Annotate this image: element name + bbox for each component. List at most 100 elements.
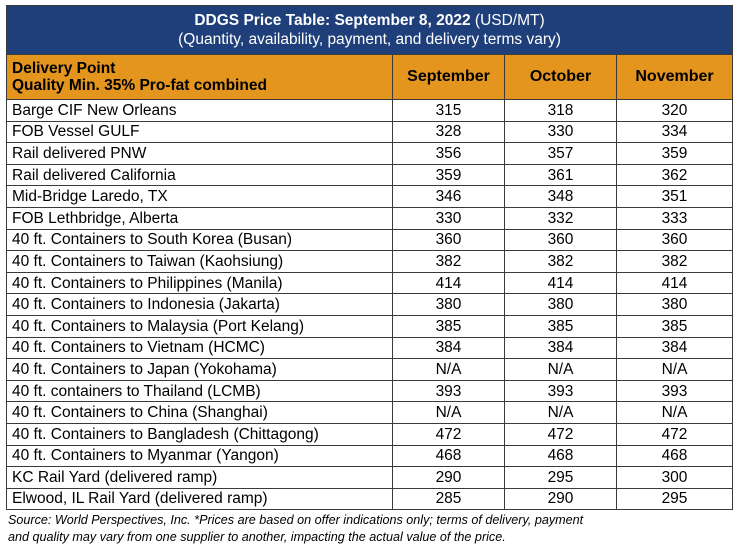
source-note: Source: World Perspectives, Inc. *Prices… [6, 512, 732, 546]
table-row: 40 ft. Containers to Malaysia (Port Kela… [6, 314, 734, 338]
september-price-cell: 330 [392, 206, 505, 230]
september-price-cell: 346 [392, 185, 505, 208]
november-price-cell: 382 [615, 250, 734, 273]
october-price-cell: 295 [504, 466, 617, 489]
title-main: DDGS Price Table: September 8, 2022 [194, 12, 471, 29]
september-price-cell: N/A [392, 358, 505, 381]
delivery-point-cell: 40 ft. Containers to Malaysia (Port Kela… [6, 314, 393, 338]
delivery-point-cell: 40 ft. Containers to China (Shanghai) [6, 401, 393, 424]
october-price-cell: 384 [504, 336, 617, 360]
november-price-cell: N/A [615, 401, 734, 424]
title-unit: (USD/MT) [470, 12, 545, 29]
delivery-point-cell: FOB Lethbridge, Alberta [6, 206, 393, 230]
table-body: Barge CIF New Orleans 315 318 320 FOB Vessel… [6, 99, 734, 511]
september-price-cell: 328 [392, 120, 505, 144]
october-price-cell: N/A [504, 358, 617, 381]
november-price-cell: 359 [615, 142, 734, 165]
delivery-point-cell: 40 ft. Containers to Japan (Yokohama) [6, 358, 393, 381]
delivery-point-cell: Barge CIF New Orleans [6, 99, 393, 122]
delivery-point-cell: 40 ft. Containers to South Korea (Busan) [6, 228, 393, 252]
table-row: 40 ft. Containers to Indonesia (Jakarta)… [6, 293, 734, 316]
delivery-point-cell: FOB Vessel GULF [6, 120, 393, 144]
table-row: 40 ft. Containers to Japan (Yokohama) N/A… [6, 358, 734, 381]
september-price-cell: N/A [392, 401, 505, 424]
october-price-cell: 361 [504, 163, 617, 187]
delivery-point-cell: 40 ft. Containers to Myanmar (Yangon) [6, 444, 393, 468]
september-price-cell: 359 [392, 163, 505, 187]
title-subtitle: (Quantity, availability, payment, and de… [178, 31, 561, 48]
header-november: November [615, 54, 734, 100]
november-price-cell: 380 [615, 293, 734, 316]
october-price-cell: 382 [504, 250, 617, 273]
table-row: 40 ft. Containers to Taiwan (Kaohsiung) 3… [6, 250, 734, 273]
september-price-cell: 472 [392, 422, 505, 446]
header-col0-line2: Quality Min. 35% Pro-fat combined [12, 77, 267, 94]
september-price-cell: 290 [392, 466, 505, 489]
table-row: Rail delivered California 359 361 362 [6, 163, 734, 187]
table-row: FOB Lethbridge, Alberta 330 332 333 [6, 206, 734, 230]
october-price-cell: 290 [504, 487, 617, 511]
delivery-point-cell: 40 ft. Containers to Bangladesh (Chittag… [6, 422, 393, 446]
delivery-point-cell: 40 ft. containers to Thailand (LCMB) [6, 379, 393, 403]
table-row: Rail delivered PNW 356 357 359 [6, 142, 734, 165]
ddgs-price-table: DDGS Price Table: September 8, 2022 (USD… [5, 5, 734, 511]
table-row: FOB Vessel GULF 328 330 334 [6, 120, 734, 144]
price-table-container: DDGS Price Table: September 8, 2022 (USD… [5, 5, 734, 546]
september-price-cell: 382 [392, 250, 505, 273]
september-price-cell: 315 [392, 99, 505, 122]
september-price-cell: 414 [392, 271, 505, 295]
delivery-point-cell: 40 ft. Containers to Taiwan (Kaohsiung) [6, 250, 393, 273]
november-price-cell: 360 [615, 228, 734, 252]
september-price-cell: 385 [392, 314, 505, 338]
header-row: Delivery Point Quality Min. 35% Pro-fat … [6, 54, 734, 100]
september-price-cell: 380 [392, 293, 505, 316]
table-row: 40 ft. containers to Thailand (LCMB) 393 3… [6, 379, 734, 403]
november-price-cell: 320 [615, 99, 734, 122]
october-price-cell: 357 [504, 142, 617, 165]
delivery-point-cell: 40 ft. Containers to Philippines (Manila… [6, 271, 393, 295]
november-price-cell: N/A [615, 358, 734, 381]
october-price-cell: 385 [504, 314, 617, 338]
source-line-2: and quality may vary from one supplier t… [8, 530, 506, 545]
october-price-cell: N/A [504, 401, 617, 424]
november-price-cell: 414 [615, 271, 734, 295]
source-line-1: Source: World Perspectives, Inc. *Prices… [8, 513, 584, 528]
table-row: Elwood, IL Rail Yard (delivered ramp) 285… [6, 487, 734, 511]
october-price-cell: 393 [504, 379, 617, 403]
october-price-cell: 414 [504, 271, 617, 295]
delivery-point-cell: Mid-Bridge Laredo, TX [6, 185, 393, 208]
november-price-cell: 384 [615, 336, 734, 360]
november-price-cell: 333 [615, 206, 734, 230]
november-price-cell: 385 [615, 314, 734, 338]
delivery-point-cell: Elwood, IL Rail Yard (delivered ramp) [6, 487, 393, 511]
header-september: September [392, 54, 505, 100]
october-price-cell: 318 [504, 99, 617, 122]
september-price-cell: 360 [392, 228, 505, 252]
title-row: DDGS Price Table: September 8, 2022 (USD… [5, 5, 734, 55]
delivery-point-cell: Rail delivered California [6, 163, 393, 187]
table-row: Barge CIF New Orleans 315 318 320 [6, 99, 734, 122]
september-price-cell: 356 [392, 142, 505, 165]
november-price-cell: 362 [615, 163, 734, 187]
november-price-cell: 472 [615, 422, 734, 446]
table-row: 40 ft. Containers to Bangladesh (Chittag… [6, 422, 734, 446]
delivery-point-cell: 40 ft. Containers to Vietnam (HCMC) [6, 336, 393, 360]
delivery-point-cell: Rail delivered PNW [6, 142, 393, 165]
delivery-point-cell: 40 ft. Containers to Indonesia (Jakarta) [6, 293, 393, 316]
november-price-cell: 468 [615, 444, 734, 468]
header-delivery-point: Delivery Point Quality Min. 35% Pro-fat … [6, 54, 393, 100]
table-row: 40 ft. Containers to South Korea (Busan)… [6, 228, 734, 252]
table-row: Mid-Bridge Laredo, TX 346 348 351 [6, 185, 734, 208]
table-row: 40 ft. Containers to China (Shanghai) N/A… [6, 401, 734, 424]
october-price-cell: 360 [504, 228, 617, 252]
october-price-cell: 348 [504, 185, 617, 208]
table-row: 40 ft. Containers to Myanmar (Yangon) 468… [6, 444, 734, 468]
table-row: KC Rail Yard (delivered ramp) 290 295 300 [6, 466, 734, 489]
october-price-cell: 332 [504, 206, 617, 230]
september-price-cell: 393 [392, 379, 505, 403]
november-price-cell: 393 [615, 379, 734, 403]
header-october: October [504, 54, 617, 100]
delivery-point-cell: KC Rail Yard (delivered ramp) [6, 466, 393, 489]
september-price-cell: 285 [392, 487, 505, 511]
november-price-cell: 300 [615, 466, 734, 489]
